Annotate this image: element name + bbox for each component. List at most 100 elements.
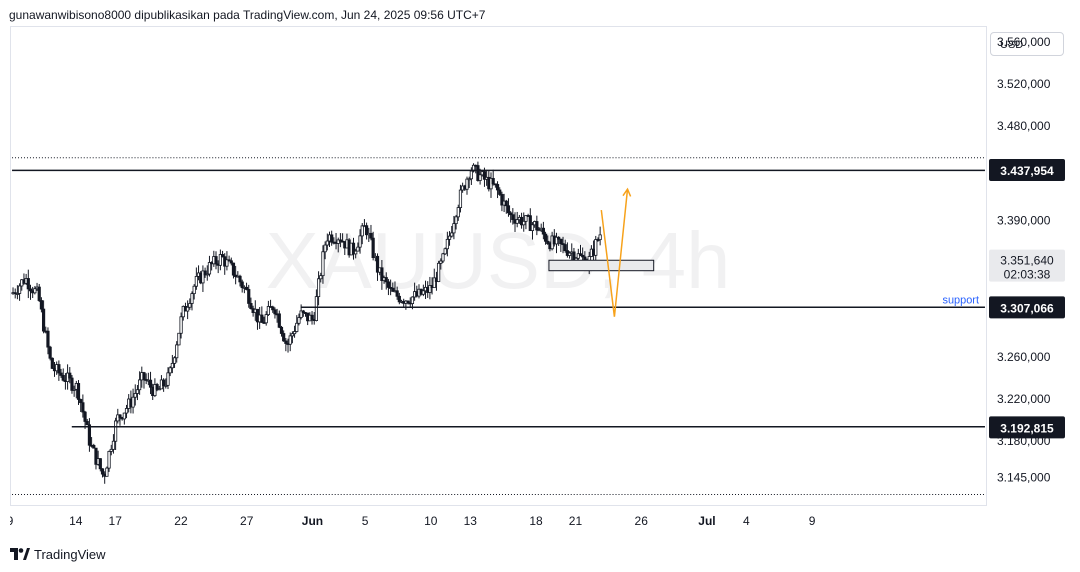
candle-down (68, 372, 72, 379)
level-price-tag-label: 3.192,815 (1000, 421, 1054, 435)
candle-up (15, 293, 19, 295)
candle-up (452, 223, 456, 234)
candle-up (469, 170, 473, 180)
candle-down (397, 295, 401, 303)
symbol-watermark: XAUUSD, 4h (266, 216, 731, 305)
footer-brand-text: TradingView (34, 546, 106, 562)
candle-down (561, 243, 565, 246)
last-price-tag[interactable] (989, 249, 1065, 282)
candle-up (72, 388, 76, 391)
candle-down (528, 215, 532, 232)
currency-button[interactable]: USD (990, 32, 1064, 56)
candle-down (273, 309, 277, 315)
candle-down (231, 262, 236, 276)
candle-up (445, 238, 449, 250)
candle-up (207, 262, 212, 275)
candle-up (336, 239, 340, 244)
candle-down (581, 254, 585, 258)
candle-down (57, 364, 61, 374)
candle-down (81, 402, 85, 413)
candle-down (476, 165, 480, 181)
candle-down (26, 278, 30, 290)
time-tick-label: 27 (240, 514, 254, 528)
candle-up (458, 189, 463, 208)
candle-down (277, 313, 281, 328)
projection-path[interactable] (600, 189, 629, 317)
candle-down (509, 212, 513, 216)
range-dotted-lines (12, 157, 985, 496)
level-price-tag-label: 3.307,066 (1000, 301, 1054, 315)
price-axis[interactable]: 3.145,0003.180,0003.220,0003.260,0003.39… (987, 26, 1071, 506)
candle-up (432, 277, 436, 289)
time-tick-label: 4 (743, 514, 750, 528)
candle-up (314, 296, 318, 321)
candle-up (537, 229, 541, 232)
candle-down (546, 240, 550, 244)
chart-header: gunawanwibisono8000 dipublikasikan pada … (9, 8, 486, 22)
candle-up (450, 232, 454, 237)
level-price-tag[interactable] (989, 296, 1065, 319)
candle-up (225, 259, 229, 267)
candle-up (292, 331, 297, 335)
candle-down (148, 379, 153, 388)
candle-down (70, 377, 74, 391)
time-tick-label: Jun (302, 514, 323, 528)
time-tick-label: 26 (635, 514, 649, 528)
candle-up (454, 216, 458, 225)
candle-up (437, 262, 441, 282)
level-price-tag[interactable] (989, 158, 1065, 181)
candle-down (203, 270, 207, 276)
candle-up (428, 285, 432, 293)
chart-plot-area[interactable]: XAUUSD, 4h support (10, 26, 987, 506)
candle-up (109, 448, 113, 452)
footer-brand[interactable]: TradingView (10, 544, 106, 564)
candle-down (282, 333, 286, 342)
candle-down (338, 239, 343, 242)
price-tick-label: 3.145,000 (997, 471, 1051, 485)
candle-up (186, 306, 190, 312)
candle-up (360, 225, 364, 237)
candle-up (515, 219, 519, 224)
candle-down (330, 234, 334, 243)
candle-down (76, 383, 81, 400)
candle-down (46, 330, 50, 348)
candle-up (576, 253, 580, 259)
candle-up (188, 303, 192, 308)
candle-down (511, 214, 515, 220)
candles-group (11, 161, 602, 484)
price-tick-label: 3.480,000 (997, 119, 1051, 133)
time-axis[interactable]: 9 14 17 22 27 Jun 5 10 13 18 21 26 Jul 4 9 (10, 506, 987, 536)
candle-down (229, 260, 233, 264)
candle-down (83, 411, 87, 422)
candle-down (506, 205, 511, 214)
candle-up (323, 244, 327, 253)
candle-up (441, 253, 445, 262)
consolidation-zone[interactable] (548, 259, 655, 272)
candle-up (218, 254, 222, 266)
candle-down (504, 200, 508, 207)
time-tick-label: Jul (698, 514, 715, 528)
price-levels-group[interactable] (12, 169, 985, 428)
candle-up (319, 275, 323, 280)
candle-down (92, 445, 96, 449)
candle-down (100, 468, 105, 475)
candle-up (170, 362, 174, 369)
candle-down (563, 244, 567, 252)
candle-down (142, 372, 146, 380)
candle-down (284, 340, 288, 344)
candle-down (61, 375, 65, 381)
candle-up (153, 384, 157, 397)
candle-up (116, 414, 120, 422)
candle-up (172, 357, 177, 364)
candle-down (559, 238, 563, 245)
candle-up (205, 273, 209, 276)
candle-up (465, 178, 469, 190)
time-tick-label: 18 (529, 514, 543, 528)
level-price-tag[interactable] (989, 416, 1065, 439)
candle-down (240, 281, 244, 289)
candle-down (50, 357, 54, 369)
candle-up (107, 450, 111, 469)
candle-down (380, 267, 384, 281)
candle-up (111, 440, 116, 450)
last-price-label: 3.351,640 (1000, 254, 1054, 268)
